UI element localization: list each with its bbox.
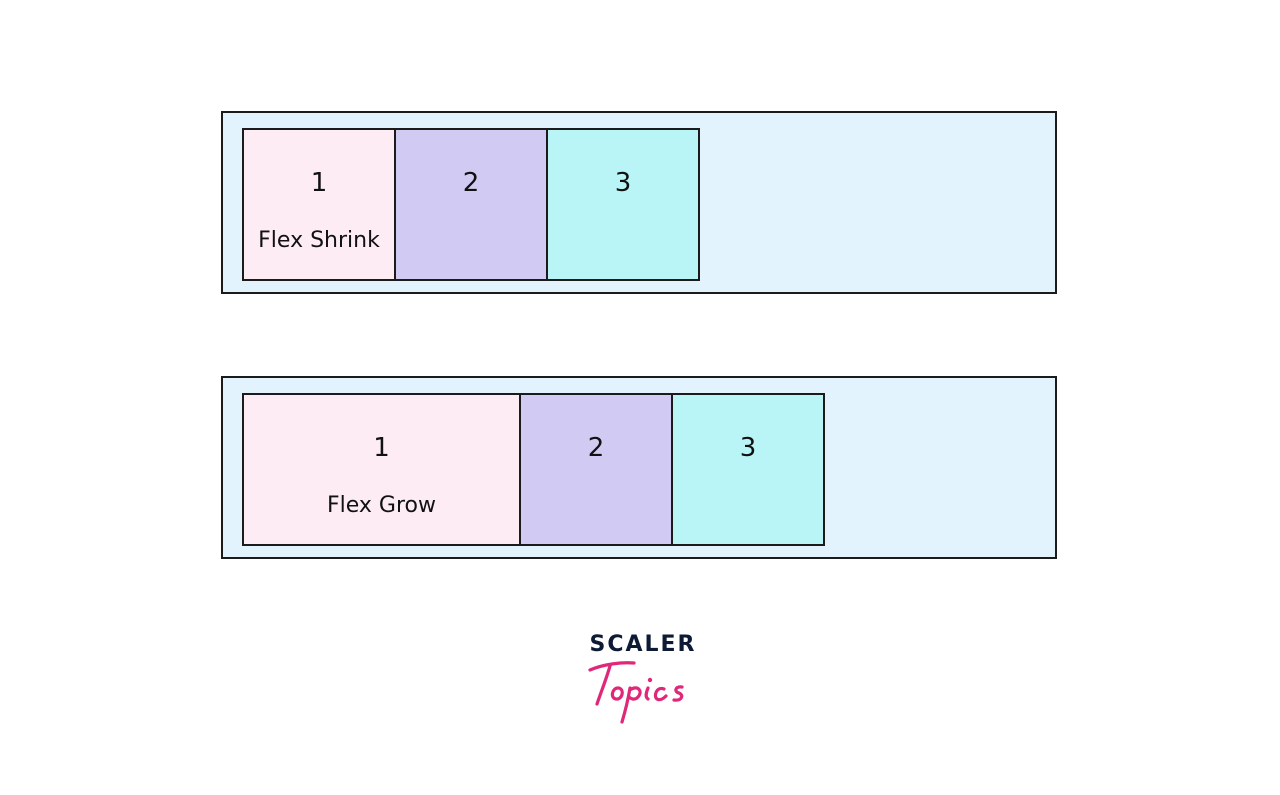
- flex-grow-container: 1 Flex Grow 2 3: [221, 376, 1057, 559]
- logo-scaler-text: SCALER: [589, 632, 697, 657]
- grow-item-1-caption: Flex Grow: [327, 493, 436, 518]
- grow-item-2-number: 2: [587, 433, 605, 463]
- shrink-item-3: 3: [546, 128, 700, 281]
- flex-shrink-row: 1 Flex Shrink 2 3: [242, 128, 700, 281]
- grow-item-1-number: 1: [373, 433, 390, 463]
- grow-item-3-number: 3: [739, 433, 757, 463]
- flex-shrink-container: 1 Flex Shrink 2 3: [221, 111, 1057, 294]
- grow-item-1: 1 Flex Grow: [242, 393, 521, 546]
- grow-item-2: 2: [519, 393, 673, 546]
- shrink-item-1-caption: Flex Shrink: [258, 228, 380, 253]
- shrink-item-3-number: 3: [614, 168, 632, 198]
- shrink-item-1-number: 1: [310, 168, 328, 198]
- scaler-topics-logo: SCALER: [582, 632, 702, 727]
- grow-item-3: 3: [671, 393, 825, 546]
- flex-grow-row: 1 Flex Grow 2 3: [242, 393, 825, 546]
- shrink-item-2-number: 2: [462, 168, 480, 198]
- shrink-item-1: 1 Flex Shrink: [242, 128, 396, 281]
- shrink-item-2: 2: [394, 128, 548, 281]
- logo-topics-script: [588, 661, 684, 724]
- logo-i-dot: [647, 677, 653, 683]
